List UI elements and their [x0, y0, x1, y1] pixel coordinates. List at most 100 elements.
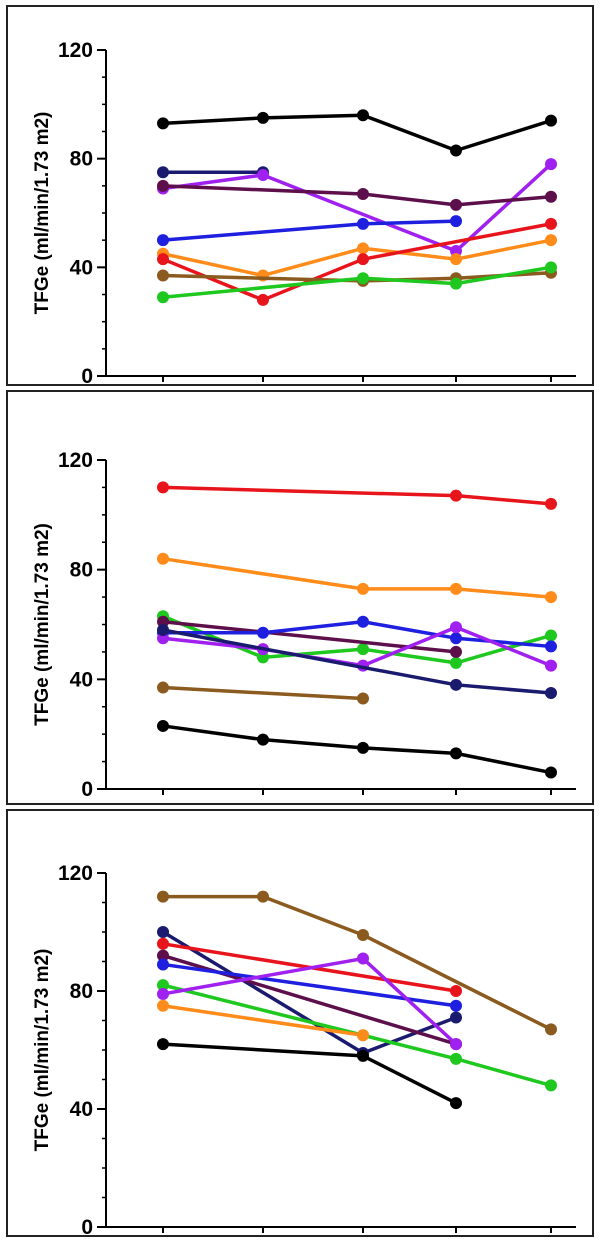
series-line: [162, 265, 552, 299]
y-tick-label: 40: [70, 1098, 93, 1121]
series-line: [162, 238, 552, 278]
data-point: [157, 179, 169, 192]
data-point: [157, 987, 169, 1000]
data-point: [450, 985, 462, 997]
chart-panel-3: 04080120AH3M6M12M24MTFGe (ml/min/1.73 m2…: [6, 809, 594, 1237]
y-tick-label: 0: [81, 1216, 93, 1235]
data-point: [545, 234, 557, 247]
series-line: [163, 894, 552, 1031]
data-point: [357, 615, 369, 628]
data-point: [450, 582, 462, 595]
x-tick-label: 3M: [248, 802, 277, 803]
y-axis-label: TFGe (ml/min/1.73 m2): [32, 112, 53, 315]
data-point: [450, 1097, 462, 1110]
y-tick-label: 80: [70, 148, 93, 171]
y-tick-label: 120: [58, 39, 93, 62]
x-tick-label: AH: [148, 802, 178, 803]
data-point: [450, 1052, 462, 1065]
series-line: [162, 162, 553, 253]
data-point: [157, 1038, 169, 1051]
chart-panel-1: 04080120AH3M6M12M24MTFGe (ml/min/1.73 m2…: [6, 5, 594, 386]
data-point: [257, 626, 269, 639]
data-point: [257, 890, 269, 903]
data-point: [450, 277, 462, 290]
data-point: [157, 117, 169, 130]
data-point: [545, 687, 557, 700]
y-tick-label: 80: [70, 559, 93, 582]
data-point: [450, 144, 462, 157]
data-point: [357, 928, 369, 941]
data-point: [157, 949, 169, 962]
data-point: [357, 253, 369, 266]
data-point: [257, 168, 269, 181]
data-point: [357, 272, 369, 285]
data-point: [545, 640, 557, 653]
data-point: [257, 111, 269, 124]
data-point: [545, 1023, 557, 1036]
series-line: [162, 219, 457, 242]
data-point: [450, 999, 462, 1012]
series-line: [162, 724, 552, 775]
series-line: [162, 485, 552, 506]
data-point: [545, 659, 557, 672]
y-tick-label: 0: [81, 365, 93, 384]
data-point: [450, 215, 462, 228]
data-point: [357, 242, 369, 255]
data-point: [545, 591, 557, 604]
data-point: [157, 615, 169, 628]
data-point: [157, 937, 169, 950]
data-point: [450, 621, 462, 634]
data-point: [157, 269, 169, 282]
data-point: [357, 1029, 369, 1042]
data-point: [450, 489, 462, 502]
data-point: [157, 253, 169, 266]
data-point: [545, 497, 557, 510]
data-point: [357, 952, 369, 965]
data-point: [450, 656, 462, 669]
data-point: [157, 166, 169, 179]
y-tick-label: 120: [58, 862, 93, 885]
series-line: [162, 1004, 364, 1037]
data-point: [545, 158, 557, 171]
data-point: [545, 190, 557, 203]
series-line: [162, 1042, 457, 1105]
series-line: [162, 113, 552, 153]
y-tick-label: 40: [70, 256, 93, 279]
x-tick-label: 12M: [436, 802, 477, 803]
data-point: [450, 1038, 462, 1051]
data-point: [450, 198, 462, 211]
data-point: [157, 890, 169, 903]
y-tick-label: 40: [70, 668, 93, 691]
data-point: [157, 481, 169, 494]
data-point: [545, 629, 557, 642]
data-point: [545, 261, 557, 274]
data-point: [450, 253, 462, 266]
data-point: [157, 291, 169, 304]
data-point: [450, 632, 462, 645]
x-tick-label: 6M: [348, 802, 377, 803]
chart-panel-2: 0 40 80 120 AH 3M 6M 12M 24M TFGe (ml/min/1.73 m2…: [6, 390, 594, 805]
data-point: [257, 293, 269, 306]
data-point: [357, 741, 369, 754]
data-point: [157, 926, 169, 938]
data-point: [157, 234, 169, 247]
data-point: [545, 114, 557, 127]
data-point: [450, 1011, 462, 1024]
y-tick-label: 120: [58, 449, 93, 472]
data-point: [357, 109, 369, 122]
data-point: [157, 999, 169, 1012]
data-point: [157, 552, 169, 565]
data-point: [450, 747, 462, 760]
data-point: [357, 643, 369, 656]
series-line: [162, 685, 364, 701]
data-point: [545, 217, 557, 230]
data-point: [545, 1079, 557, 1092]
series-line: [162, 628, 552, 695]
data-point: [157, 681, 169, 694]
y-axis-label: TFGe (ml/min/1.73 m2): [32, 949, 53, 1152]
data-point: [545, 766, 557, 779]
line-chart-2: 0 40 80 120 AH 3M 6M 12M 24M TFGe (ml/min/1.73 m2…: [32, 449, 576, 803]
data-point: [357, 1049, 369, 1062]
data-point: [257, 651, 269, 664]
data-point: [157, 958, 169, 971]
